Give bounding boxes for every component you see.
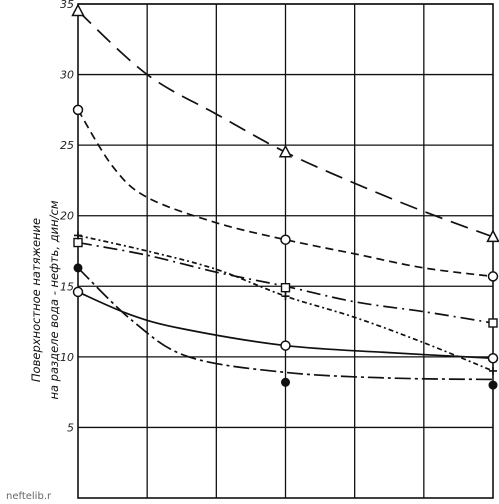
marker-triangle [71,3,85,17]
marker-open-circle [280,340,291,351]
grid [77,3,494,499]
marker-open-circle [280,234,291,245]
marker-open-square [280,282,291,293]
marker-filled-circle [281,377,290,387]
marker-open-circle [487,353,499,364]
watermark: neftelib.r [6,491,52,502]
series-line-circle-short-dash [77,109,494,278]
y-axis-label-line-2: на разделе вода - нефть, дин/см [47,200,61,399]
marker-filled-circle [73,263,83,273]
y-axis-label-line-1: Поверхностное натяжение [29,218,43,382]
series-line-dot-dashdot [77,267,494,381]
y-axis-tick-labels: 5 10 15 20 25 30 35 [60,0,74,434]
marker-open-circle [72,286,84,298]
y-tick-label: 10 [60,351,74,364]
marker-triangle [278,144,293,158]
marker-open-circle [487,271,499,282]
marker-cross [281,292,290,301]
marker-cross [489,366,497,375]
y-tick-label: 35 [60,0,74,11]
marker-cross [74,231,82,240]
marker-filled-circle [488,380,498,390]
y-tick-label: 20 [60,210,74,223]
marker-triangle [486,229,499,243]
marker-open-circle [72,104,84,116]
y-tick-label: 15 [60,280,74,293]
series-line-circle-solid [77,291,494,360]
y-tick-label: 5 [67,421,74,434]
marker-open-square [488,318,498,328]
y-tick-label: 30 [60,69,74,82]
marker-open-square [73,237,83,248]
y-tick-label: 25 [60,139,74,152]
data-markers [71,3,499,390]
